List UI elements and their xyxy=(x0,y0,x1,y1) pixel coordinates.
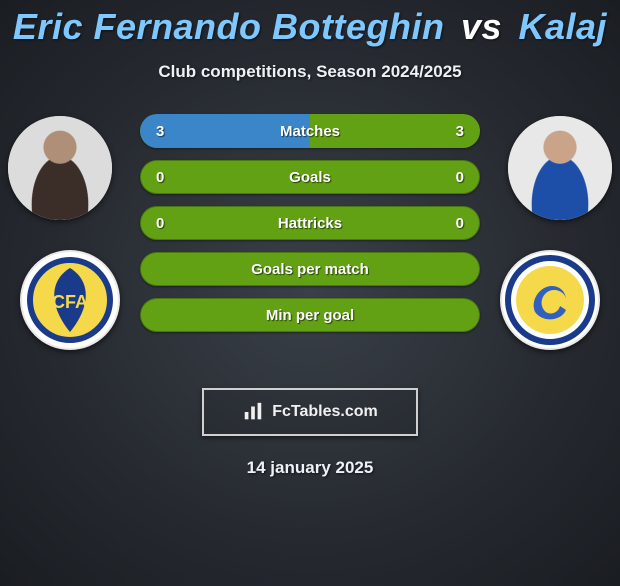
stat-value-right: 0 xyxy=(456,169,464,186)
stat-value-right: 0 xyxy=(456,215,464,232)
svg-text:CFA: CFA xyxy=(52,292,88,312)
stat-label: Matches xyxy=(280,123,340,140)
person-icon xyxy=(8,116,112,220)
snapshot-date: 14 january 2025 xyxy=(0,458,620,478)
shield-icon xyxy=(500,250,600,350)
person-icon xyxy=(508,116,612,220)
stat-value-right: 3 xyxy=(456,123,464,140)
stat-bar: 0 Goals 0 xyxy=(140,160,480,194)
subtitle: Club competitions, Season 2024/2025 xyxy=(0,62,620,82)
stat-bar: Min per goal xyxy=(140,298,480,332)
player1-avatar xyxy=(8,116,112,220)
stat-bars: 3 Matches 3 0 Goals 0 0 Hattricks 0 Goals per mat… xyxy=(140,114,480,332)
player2-avatar xyxy=(508,116,612,220)
stat-value-left: 0 xyxy=(156,215,164,232)
stat-value-left: 3 xyxy=(156,123,164,140)
stat-bar: 3 Matches 3 xyxy=(140,114,480,148)
stat-label: Goals per match xyxy=(251,261,369,278)
watermark: FcTables.com xyxy=(202,388,418,436)
comparison-stage: CFA 3 Matches 3 0 Goals 0 0 Hattricks 0 Goals per… xyxy=(0,116,620,366)
shield-icon: CFA xyxy=(20,250,120,350)
stat-label: Hattricks xyxy=(278,215,342,232)
player2-name: Kalaj xyxy=(519,6,608,47)
player1-club-logo: CFA xyxy=(20,250,120,350)
stat-bar: 0 Hattricks 0 xyxy=(140,206,480,240)
stat-label: Min per goal xyxy=(266,307,354,324)
stat-bar: Goals per match xyxy=(140,252,480,286)
bar-chart-icon xyxy=(242,401,264,423)
player1-name: Eric Fernando Botteghin xyxy=(13,6,445,47)
stat-value-left: 0 xyxy=(156,169,164,186)
watermark-text: FcTables.com xyxy=(272,403,378,421)
player2-club-logo xyxy=(500,250,600,350)
stat-label: Goals xyxy=(289,169,331,186)
vs-separator: vs xyxy=(455,6,508,47)
comparison-title: Eric Fernando Botteghin vs Kalaj xyxy=(0,6,620,48)
